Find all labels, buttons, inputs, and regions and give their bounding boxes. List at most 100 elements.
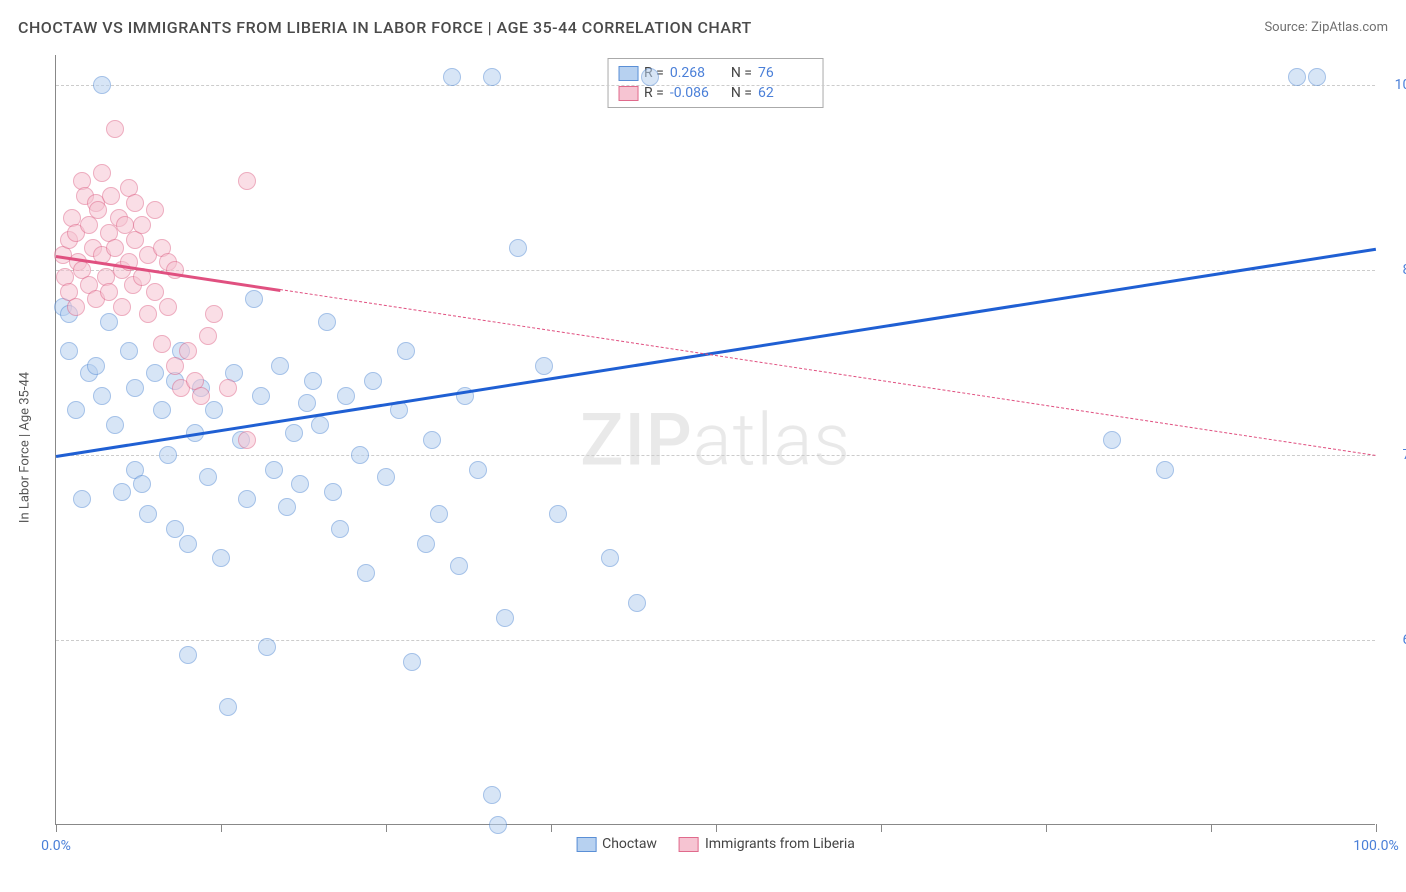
x-tick (386, 824, 387, 832)
data-point (601, 549, 619, 567)
data-point (205, 305, 223, 323)
data-point (483, 68, 501, 86)
grid-line (56, 85, 1375, 86)
data-point (113, 298, 131, 316)
legend-item: Choctaw (576, 836, 657, 852)
data-point (139, 305, 157, 323)
n-value: 76 (758, 65, 813, 81)
x-tick-label: 100.0% (1353, 838, 1398, 854)
title-row: CHOCTAW VS IMMIGRANTS FROM LIBERIA IN LA… (18, 18, 1388, 37)
data-point (159, 446, 177, 464)
data-point (1103, 431, 1121, 449)
data-point (159, 298, 177, 316)
correlation-legend: R =0.268N =76R =-0.086N =62 (607, 58, 824, 108)
data-point (146, 283, 164, 301)
watermark-suffix: atlas (693, 397, 851, 482)
data-point (1308, 68, 1326, 86)
data-point (106, 239, 124, 257)
x-tick (56, 824, 57, 832)
data-point (351, 446, 369, 464)
r-label: R = (644, 85, 664, 101)
x-tick (1211, 824, 1212, 832)
watermark-prefix: ZIP (580, 397, 693, 482)
data-point (126, 379, 144, 397)
data-point (179, 646, 197, 664)
data-point (93, 164, 111, 182)
data-point (298, 394, 316, 412)
data-point (423, 431, 441, 449)
n-label: N = (731, 85, 752, 101)
legend-label: Choctaw (602, 836, 657, 852)
legend-label: Immigrants from Liberia (705, 836, 855, 852)
data-point (133, 475, 151, 493)
data-point (192, 387, 210, 405)
y-tick-label: 62.5% (1402, 632, 1406, 648)
data-point (100, 313, 118, 331)
data-point (641, 68, 659, 86)
data-point (489, 816, 507, 834)
data-point (496, 609, 514, 627)
data-point (331, 520, 349, 538)
data-point (73, 490, 91, 508)
data-point (60, 342, 78, 360)
data-point (67, 298, 85, 316)
x-tick-label: 0.0% (41, 838, 71, 854)
data-point (67, 401, 85, 419)
data-point (179, 342, 197, 360)
data-point (100, 283, 118, 301)
source-attribution: Source: ZipAtlas.com (1264, 20, 1388, 35)
data-point (106, 416, 124, 434)
y-axis-title: In Labor Force | Age 35-44 (18, 372, 33, 523)
data-point (166, 520, 184, 538)
data-point (212, 549, 230, 567)
legend-item: Immigrants from Liberia (679, 836, 855, 852)
data-point (535, 357, 553, 375)
plot-area: ZIPatlas R =0.268N =76R =-0.086N =62 Cho… (55, 55, 1375, 825)
legend-swatch (576, 837, 596, 852)
x-tick (1376, 824, 1377, 832)
data-point (166, 357, 184, 375)
data-point (252, 387, 270, 405)
data-point (93, 387, 111, 405)
data-point (106, 120, 124, 138)
data-point (285, 424, 303, 442)
data-point (278, 498, 296, 516)
data-point (291, 475, 309, 493)
data-point (628, 594, 646, 612)
legend-swatch (618, 86, 638, 101)
chart-container: CHOCTAW VS IMMIGRANTS FROM LIBERIA IN LA… (0, 0, 1406, 892)
data-point (357, 564, 375, 582)
legend-swatch (679, 837, 699, 852)
data-point (219, 698, 237, 716)
x-tick (221, 824, 222, 832)
data-point (153, 335, 171, 353)
data-point (133, 216, 151, 234)
data-point (549, 505, 567, 523)
data-point (199, 468, 217, 486)
r-value: -0.086 (670, 85, 725, 101)
series-legend: Choctaw Immigrants from Liberia (576, 836, 855, 852)
data-point (443, 68, 461, 86)
data-point (87, 357, 105, 375)
data-point (377, 468, 395, 486)
chart-title: CHOCTAW VS IMMIGRANTS FROM LIBERIA IN LA… (18, 18, 752, 37)
data-point (430, 505, 448, 523)
grid-line (56, 455, 1375, 456)
data-point (483, 786, 501, 804)
x-tick (1046, 824, 1047, 832)
data-point (318, 313, 336, 331)
data-point (265, 461, 283, 479)
data-point (126, 194, 144, 212)
data-point (337, 387, 355, 405)
data-point (146, 201, 164, 219)
x-tick (716, 824, 717, 832)
source-name: ZipAtlas.com (1311, 20, 1388, 35)
x-tick (881, 824, 882, 832)
data-point (139, 505, 157, 523)
source-label: Source: (1264, 20, 1307, 35)
data-point (89, 201, 107, 219)
trend-line (280, 289, 1376, 456)
data-point (450, 557, 468, 575)
data-point (245, 290, 263, 308)
y-tick-label: 75.0% (1402, 447, 1406, 463)
